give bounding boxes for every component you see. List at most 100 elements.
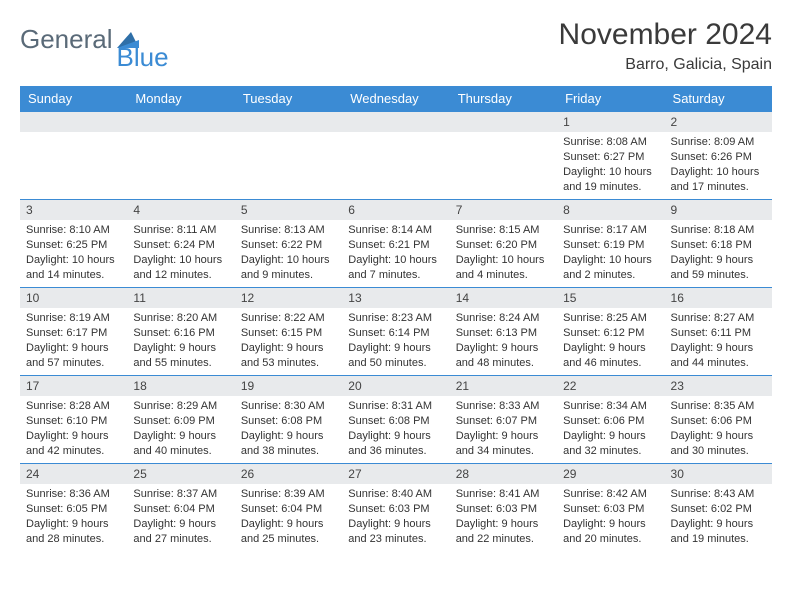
day-info: Sunrise: 8:25 AMSunset: 6:12 PMDaylight:…: [557, 308, 664, 373]
day-cell: [127, 112, 234, 200]
day-number: 27: [342, 464, 449, 484]
day-info: Sunrise: 8:09 AMSunset: 6:26 PMDaylight:…: [665, 132, 772, 197]
day-info: Sunrise: 8:24 AMSunset: 6:13 PMDaylight:…: [450, 308, 557, 373]
day-number: 29: [557, 464, 664, 484]
day-number: 16: [665, 288, 772, 308]
day-info: Sunrise: 8:30 AMSunset: 6:08 PMDaylight:…: [235, 396, 342, 461]
header: General Blue November 2024 Barro, Galici…: [20, 18, 772, 74]
day-info: Sunrise: 8:29 AMSunset: 6:09 PMDaylight:…: [127, 396, 234, 461]
day-number: 10: [20, 288, 127, 308]
day-cell: 21Sunrise: 8:33 AMSunset: 6:07 PMDayligh…: [450, 376, 557, 464]
day-info: Sunrise: 8:33 AMSunset: 6:07 PMDaylight:…: [450, 396, 557, 461]
day-number: 20: [342, 376, 449, 396]
day-info: Sunrise: 8:23 AMSunset: 6:14 PMDaylight:…: [342, 308, 449, 373]
calendar-table: SundayMondayTuesdayWednesdayThursdayFrid…: [20, 86, 772, 552]
day-info: Sunrise: 8:20 AMSunset: 6:16 PMDaylight:…: [127, 308, 234, 373]
location: Barro, Galicia, Spain: [559, 56, 772, 74]
day-number: [127, 112, 234, 132]
day-info: Sunrise: 8:27 AMSunset: 6:11 PMDaylight:…: [665, 308, 772, 373]
day-number: 26: [235, 464, 342, 484]
week-row: 17Sunrise: 8:28 AMSunset: 6:10 PMDayligh…: [20, 376, 772, 464]
day-info: Sunrise: 8:37 AMSunset: 6:04 PMDaylight:…: [127, 484, 234, 549]
day-info: [450, 132, 557, 192]
day-cell: 9Sunrise: 8:18 AMSunset: 6:18 PMDaylight…: [665, 200, 772, 288]
day-header: Monday: [127, 86, 234, 112]
day-info: Sunrise: 8:08 AMSunset: 6:27 PMDaylight:…: [557, 132, 664, 197]
day-cell: 25Sunrise: 8:37 AMSunset: 6:04 PMDayligh…: [127, 464, 234, 552]
day-number: 6: [342, 200, 449, 220]
day-cell: 15Sunrise: 8:25 AMSunset: 6:12 PMDayligh…: [557, 288, 664, 376]
day-info: Sunrise: 8:17 AMSunset: 6:19 PMDaylight:…: [557, 220, 664, 285]
day-info: Sunrise: 8:18 AMSunset: 6:18 PMDaylight:…: [665, 220, 772, 285]
day-info: [342, 132, 449, 192]
week-row: 1Sunrise: 8:08 AMSunset: 6:27 PMDaylight…: [20, 112, 772, 200]
day-header-row: SundayMondayTuesdayWednesdayThursdayFrid…: [20, 86, 772, 112]
day-cell: 5Sunrise: 8:13 AMSunset: 6:22 PMDaylight…: [235, 200, 342, 288]
day-number: 23: [665, 376, 772, 396]
day-header: Friday: [557, 86, 664, 112]
day-cell: 20Sunrise: 8:31 AMSunset: 6:08 PMDayligh…: [342, 376, 449, 464]
day-cell: 14Sunrise: 8:24 AMSunset: 6:13 PMDayligh…: [450, 288, 557, 376]
day-cell: 4Sunrise: 8:11 AMSunset: 6:24 PMDaylight…: [127, 200, 234, 288]
day-info: Sunrise: 8:10 AMSunset: 6:25 PMDaylight:…: [20, 220, 127, 285]
day-info: Sunrise: 8:11 AMSunset: 6:24 PMDaylight:…: [127, 220, 234, 285]
day-info: Sunrise: 8:19 AMSunset: 6:17 PMDaylight:…: [20, 308, 127, 373]
day-number: 8: [557, 200, 664, 220]
week-row: 3Sunrise: 8:10 AMSunset: 6:25 PMDaylight…: [20, 200, 772, 288]
day-number: 18: [127, 376, 234, 396]
day-info: Sunrise: 8:40 AMSunset: 6:03 PMDaylight:…: [342, 484, 449, 549]
day-cell: [450, 112, 557, 200]
day-header: Saturday: [665, 86, 772, 112]
day-cell: 2Sunrise: 8:09 AMSunset: 6:26 PMDaylight…: [665, 112, 772, 200]
day-cell: 29Sunrise: 8:42 AMSunset: 6:03 PMDayligh…: [557, 464, 664, 552]
day-cell: 11Sunrise: 8:20 AMSunset: 6:16 PMDayligh…: [127, 288, 234, 376]
day-cell: 24Sunrise: 8:36 AMSunset: 6:05 PMDayligh…: [20, 464, 127, 552]
day-cell: 28Sunrise: 8:41 AMSunset: 6:03 PMDayligh…: [450, 464, 557, 552]
day-info: Sunrise: 8:43 AMSunset: 6:02 PMDaylight:…: [665, 484, 772, 549]
day-number: 11: [127, 288, 234, 308]
day-number: [235, 112, 342, 132]
day-number: 30: [665, 464, 772, 484]
brand-logo: General Blue: [20, 18, 191, 55]
day-cell: 13Sunrise: 8:23 AMSunset: 6:14 PMDayligh…: [342, 288, 449, 376]
day-cell: 8Sunrise: 8:17 AMSunset: 6:19 PMDaylight…: [557, 200, 664, 288]
day-number: 7: [450, 200, 557, 220]
day-info: Sunrise: 8:13 AMSunset: 6:22 PMDaylight:…: [235, 220, 342, 285]
day-number: 9: [665, 200, 772, 220]
day-info: [127, 132, 234, 192]
day-number: 25: [127, 464, 234, 484]
day-info: Sunrise: 8:36 AMSunset: 6:05 PMDaylight:…: [20, 484, 127, 549]
day-cell: [20, 112, 127, 200]
day-number: 3: [20, 200, 127, 220]
day-cell: 23Sunrise: 8:35 AMSunset: 6:06 PMDayligh…: [665, 376, 772, 464]
day-header: Thursday: [450, 86, 557, 112]
day-info: Sunrise: 8:39 AMSunset: 6:04 PMDaylight:…: [235, 484, 342, 549]
day-cell: [342, 112, 449, 200]
day-cell: 6Sunrise: 8:14 AMSunset: 6:21 PMDaylight…: [342, 200, 449, 288]
day-cell: 10Sunrise: 8:19 AMSunset: 6:17 PMDayligh…: [20, 288, 127, 376]
day-cell: 26Sunrise: 8:39 AMSunset: 6:04 PMDayligh…: [235, 464, 342, 552]
day-cell: 18Sunrise: 8:29 AMSunset: 6:09 PMDayligh…: [127, 376, 234, 464]
day-cell: 3Sunrise: 8:10 AMSunset: 6:25 PMDaylight…: [20, 200, 127, 288]
day-number: [20, 112, 127, 132]
day-header: Sunday: [20, 86, 127, 112]
day-number: 5: [235, 200, 342, 220]
day-number: 2: [665, 112, 772, 132]
calendar-body: 1Sunrise: 8:08 AMSunset: 6:27 PMDaylight…: [20, 112, 772, 552]
day-number: 17: [20, 376, 127, 396]
day-info: [20, 132, 127, 192]
day-number: 24: [20, 464, 127, 484]
day-number: 13: [342, 288, 449, 308]
day-number: 21: [450, 376, 557, 396]
day-number: [450, 112, 557, 132]
week-row: 10Sunrise: 8:19 AMSunset: 6:17 PMDayligh…: [20, 288, 772, 376]
day-number: 12: [235, 288, 342, 308]
day-info: Sunrise: 8:42 AMSunset: 6:03 PMDaylight:…: [557, 484, 664, 549]
day-info: Sunrise: 8:15 AMSunset: 6:20 PMDaylight:…: [450, 220, 557, 285]
day-number: 15: [557, 288, 664, 308]
day-number: 4: [127, 200, 234, 220]
day-number: 1: [557, 112, 664, 132]
day-cell: 12Sunrise: 8:22 AMSunset: 6:15 PMDayligh…: [235, 288, 342, 376]
day-number: 28: [450, 464, 557, 484]
brand-part2: Blue: [117, 42, 169, 73]
